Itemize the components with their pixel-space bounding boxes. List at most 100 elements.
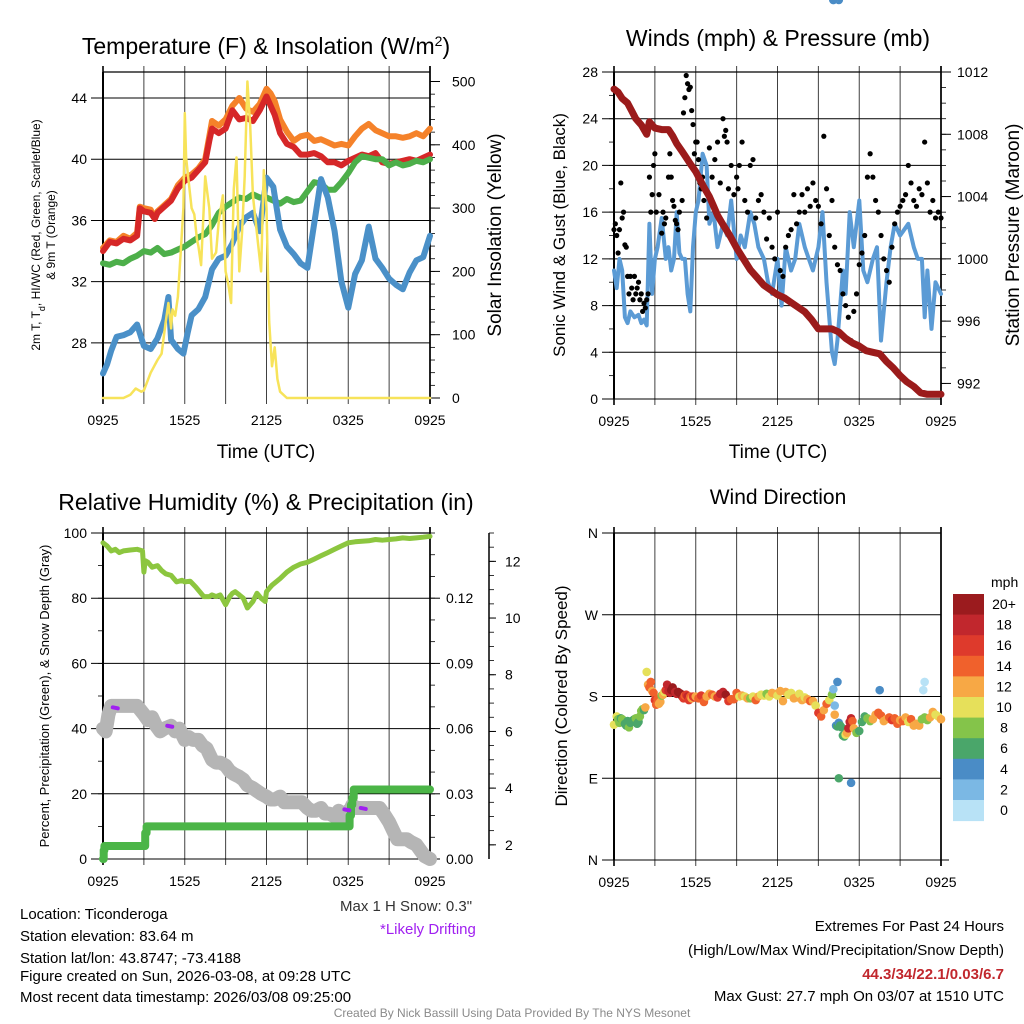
- y2-tick-label: 300: [452, 200, 476, 216]
- gust-point: [829, 197, 835, 204]
- gust-point: [834, 262, 841, 268]
- gust-point: [897, 203, 903, 209]
- x-tick-label: 0925: [598, 413, 629, 429]
- legend-swatch: [953, 738, 984, 760]
- gust-point: [867, 151, 873, 157]
- gust-point: [799, 192, 805, 198]
- gust-point: [875, 209, 881, 215]
- y-tick-label: E: [589, 770, 598, 786]
- gust-point: [638, 291, 644, 297]
- y3-tick-label: 2: [505, 837, 513, 853]
- y-axis-label: 2m T, Td, HI/WC (Red, Green, Scarlet/Blu…: [29, 119, 47, 350]
- y2-tick-label: 1000: [957, 251, 988, 267]
- gust-point: [648, 209, 654, 215]
- gust-point: [758, 192, 764, 198]
- wind-dir-point: [846, 778, 856, 788]
- x-tick-label: 0925: [925, 874, 956, 890]
- gust-point: [644, 297, 650, 303]
- wind-dir-point: [811, 701, 820, 710]
- y-tick-label: 20: [582, 157, 598, 173]
- gust-point: [774, 209, 781, 215]
- gust-point: [675, 227, 681, 233]
- gust-point: [793, 221, 800, 227]
- legend-label: 10: [996, 699, 1012, 715]
- gust-point: [618, 180, 624, 186]
- figure-created: Figure created on Sun, 2026-03-08, at 09…: [20, 968, 352, 985]
- wind-dir-point: [920, 677, 929, 687]
- gust-point: [652, 151, 658, 157]
- x-tick-label: 1525: [169, 412, 200, 428]
- gust-point: [818, 221, 824, 227]
- gust-point: [742, 197, 748, 204]
- gust-point: [615, 250, 621, 256]
- extremes-values: 44.3/34/22.1/0.03/6.7: [862, 966, 1004, 983]
- wind-dir-point: [829, 684, 838, 694]
- y2-tick-label: 500: [452, 73, 476, 89]
- chart-title: Relative Humidity (%) & Precipitation (i…: [58, 489, 473, 515]
- gust-point: [704, 215, 710, 221]
- legend-swatch: [953, 676, 984, 698]
- max-gust: Max Gust: 27.7 mph On 03/07 at 1510 UTC: [713, 988, 1004, 1005]
- gust-point: [683, 72, 689, 79]
- gust-point: [684, 81, 691, 87]
- gust-point: [832, 244, 838, 250]
- x-tick-label: 0925: [87, 412, 118, 428]
- legend-swatch: [953, 614, 984, 636]
- x-tick-label: 2125: [762, 874, 793, 890]
- series-line-insolation: [101, 80, 432, 400]
- gust-point: [813, 197, 819, 204]
- wind-dir-point: [778, 696, 788, 706]
- station-elevation: Station elevation: 83.64 m: [20, 928, 194, 945]
- legend-label: 8: [1000, 720, 1008, 736]
- gust-point: [788, 227, 794, 233]
- wind-dir-point: [837, 723, 846, 732]
- legend-label: 16: [996, 637, 1012, 653]
- y3-tick-label: 6: [505, 723, 513, 739]
- gust-point: [766, 215, 772, 221]
- y2-tick-label: 1012: [957, 64, 988, 80]
- gust-point: [889, 244, 895, 250]
- gust-point: [616, 227, 623, 233]
- gust-point: [671, 203, 677, 209]
- y2-tick-label: 200: [452, 263, 476, 279]
- gust-point: [645, 291, 651, 297]
- gust-point: [660, 209, 666, 215]
- y-tick-label: 36: [71, 212, 87, 228]
- temperature-panel: 0925 1525 2125 0325 0925 28 32 36 40 44 0 100 200 300…: [29, 33, 506, 463]
- y3-tick-label: 4: [505, 780, 513, 796]
- gust-point: [712, 156, 718, 163]
- y2-tick-label: 1008: [957, 126, 988, 142]
- gust-point: [851, 308, 857, 315]
- gust-point: [873, 197, 879, 204]
- gust-point: [706, 145, 712, 151]
- wind-dir-point: [642, 667, 651, 677]
- gust-point: [641, 300, 647, 306]
- gust-point: [659, 230, 665, 236]
- y-axis-label-2: & 9m T (Orange): [44, 190, 58, 280]
- gust-point: [626, 291, 632, 297]
- gust-point: [614, 232, 620, 239]
- gust-point: [777, 267, 783, 274]
- x-tick-label: 0325: [844, 413, 875, 429]
- gust-point: [720, 116, 726, 122]
- y3-tick-label: 12: [505, 553, 521, 569]
- y2-tick-label: 100: [452, 327, 476, 343]
- gust-point: [922, 139, 928, 145]
- gust-point: [886, 279, 892, 285]
- x-tick-label: 0325: [844, 874, 875, 890]
- gust-point: [633, 291, 639, 297]
- gust-point: [690, 121, 696, 128]
- y-tick-label: 60: [71, 655, 87, 671]
- legend-swatch: [953, 655, 984, 677]
- gust-point: [881, 256, 887, 262]
- chart-title: Temperature (F) & Insolation (W/m2): [82, 33, 450, 59]
- x-axis-label: Time (UTC): [729, 442, 828, 463]
- gust-point: [807, 203, 813, 209]
- gust-point: [627, 273, 633, 279]
- gust-point: [631, 273, 638, 279]
- gust-point: [679, 197, 685, 204]
- gust-point: [635, 279, 642, 285]
- y-tick-label: 100: [64, 525, 88, 541]
- legend-title: mph: [991, 574, 1018, 590]
- gust-point: [900, 197, 906, 204]
